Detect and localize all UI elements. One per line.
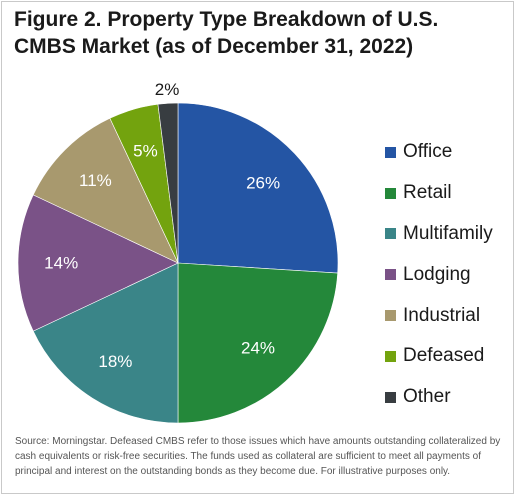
legend-label-lodging: Lodging bbox=[403, 263, 471, 285]
legend-item-lodging: Lodging bbox=[385, 254, 493, 295]
legend-swatch-office bbox=[385, 146, 396, 158]
pie-slice-other bbox=[157, 102, 179, 264]
pie-slice-labels: 26% 24% 18% 14% 11% 5% 2% bbox=[44, 80, 280, 371]
pie-slice-multifamily bbox=[32, 262, 179, 424]
legend-label-office: Office bbox=[403, 141, 453, 163]
slice-label-industrial: 11% bbox=[79, 171, 112, 190]
legend-item-multifamily: Multifamily bbox=[385, 214, 493, 255]
chart-legend: Office Retail Multifamily Lodging Industrial… bbox=[385, 132, 493, 418]
legend-label-industrial: Industrial bbox=[403, 304, 481, 326]
slice-label-other: 2% bbox=[155, 80, 180, 99]
slice-label-defeased: 5% bbox=[133, 141, 158, 160]
legend-item-defeased: Defeased bbox=[385, 336, 493, 377]
legend-label-other: Other bbox=[403, 386, 451, 408]
legend-label-retail: Retail bbox=[403, 182, 452, 204]
pie-slice-retail bbox=[177, 262, 338, 424]
slice-label-lodging: 14% bbox=[44, 254, 78, 273]
legend-label-defeased: Defeased bbox=[403, 345, 485, 367]
legend-swatch-industrial bbox=[385, 310, 396, 322]
pie-chart: 26% 24% 18% 14% 11% 5% 2% bbox=[17, 80, 339, 424]
legend-item-industrial: Industrial bbox=[385, 295, 493, 336]
legend-item-other: Other bbox=[385, 377, 493, 418]
legend-label-multifamily: Multifamily bbox=[403, 222, 493, 244]
source-note: Source: Morningstar. Defeased CMBS refer… bbox=[15, 436, 501, 477]
legend-swatch-defeased bbox=[385, 350, 396, 362]
chart-title: Figure 2. Property Type Breakdown of U.S… bbox=[14, 8, 439, 58]
slice-label-office: 26% bbox=[246, 174, 280, 193]
legend-swatch-lodging bbox=[385, 269, 396, 281]
legend-item-office: Office bbox=[385, 132, 493, 173]
slice-label-retail: 24% bbox=[241, 339, 275, 358]
legend-swatch-other bbox=[385, 391, 396, 403]
legend-item-retail: Retail bbox=[385, 173, 493, 214]
pie-slices bbox=[17, 102, 339, 424]
pie-slice-office bbox=[177, 102, 339, 274]
legend-swatch-retail bbox=[385, 187, 396, 199]
pie-slice-lodging bbox=[17, 194, 179, 332]
slice-label-multifamily: 18% bbox=[98, 352, 132, 371]
pie-slice-industrial bbox=[32, 117, 179, 264]
legend-swatch-multifamily bbox=[385, 228, 396, 240]
